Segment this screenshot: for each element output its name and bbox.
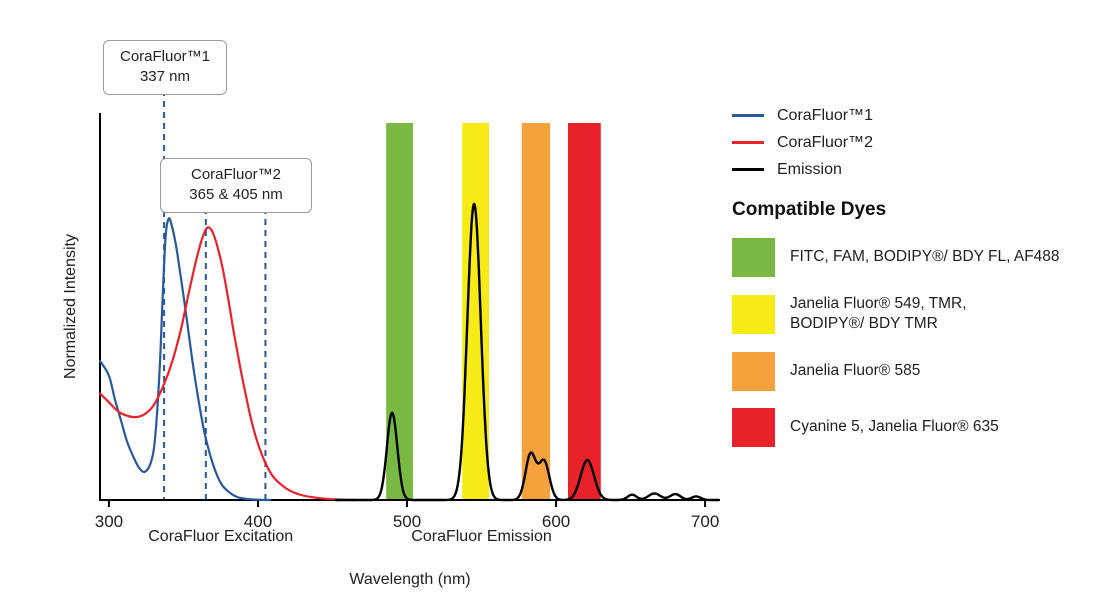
emission-line-swatch	[732, 168, 764, 171]
dye-item-yellow: Janelia Fluor® 549, TMR, BODIPY®/ BDY TM…	[732, 294, 1104, 335]
svg-text:700: 700	[691, 512, 719, 531]
corafluor2-line-swatch	[732, 141, 764, 144]
legend-panel: CoraFluor™1 CoraFluor™2 Emission Compati…	[732, 102, 1104, 447]
annotation-title: CoraFluor™2	[190, 166, 282, 183]
annotation-title: CoraFluor™1	[119, 48, 211, 65]
band-orange	[521, 123, 551, 500]
axis-section-label: CoraFluor Emission	[411, 528, 551, 545]
axis-section-label: CoraFluor Excitation	[148, 528, 293, 545]
compatible-dyes-heading: Compatible Dyes	[732, 199, 887, 220]
series-corafluor1-excitation	[98, 217, 271, 502]
series-legend: CoraFluor™1 CoraFluor™2 Emission	[732, 102, 1104, 183]
dye-label-yellow: Janelia Fluor® 549, TMR, BODIPY®/ BDY TM…	[790, 295, 967, 333]
orange-dye-swatch	[732, 351, 775, 391]
band-red	[567, 123, 601, 500]
annotation-subtitle: 337 nm	[139, 68, 191, 86]
x-axis-title: Wavelength (nm)	[349, 571, 470, 588]
x-tick-labels: 300 400 500 600 700	[95, 500, 719, 531]
band-green	[386, 123, 413, 500]
y-axis-title: Normalized Intensity	[62, 234, 79, 379]
filter-bands	[386, 123, 601, 500]
svg-text:300: 300	[95, 512, 123, 531]
spectra-chart: 300 400 500 600 700 CoraFluor Excitation CoraF…	[62, 90, 720, 588]
annotation-subtitle: 365 & 405 nm	[189, 186, 283, 204]
svg-text:500: 500	[393, 512, 421, 531]
svg-text:400: 400	[244, 512, 272, 531]
series-emission	[334, 202, 720, 502]
series-corafluor2-excitation	[98, 226, 358, 502]
legend-label-corafluor2: CoraFluor™2	[777, 133, 874, 151]
dye-label-orange: Janelia Fluor® 585	[790, 362, 921, 380]
dye-label-green: FITC, FAM, BODIPY®/ BDY FL, AF488	[790, 248, 1060, 266]
dye-item-green: FITC, FAM, BODIPY®/ BDY FL, AF488	[732, 238, 1104, 277]
annotation-dashed-lines	[163, 90, 267, 500]
legend-item-emission: Emission	[732, 156, 1104, 183]
green-dye-swatch	[732, 238, 775, 277]
yellow-dye-swatch	[732, 294, 775, 334]
legend-label-emission: Emission	[777, 160, 842, 178]
legend-item-corafluor2: CoraFluor™2	[732, 129, 1104, 156]
legend-item-corafluor1: CoraFluor™1	[732, 102, 1104, 129]
dye-item-orange: Janelia Fluor® 585	[732, 351, 1104, 391]
red-dye-swatch	[732, 407, 775, 447]
legend-label-corafluor1: CoraFluor™1	[777, 106, 874, 124]
dye-item-red: Cyanine 5, Janelia Fluor® 635	[732, 407, 1104, 447]
annotation-corafluor2-callout: CoraFluor™2 365 & 405 nm	[160, 158, 312, 213]
band-yellow	[462, 123, 489, 500]
annotation-corafluor1-callout: CoraFluor™1 337 nm	[103, 40, 227, 95]
svg-text:600: 600	[542, 512, 570, 531]
dye-label-red: Cyanine 5, Janelia Fluor® 635	[790, 418, 999, 436]
corafluor1-line-swatch	[732, 114, 764, 117]
